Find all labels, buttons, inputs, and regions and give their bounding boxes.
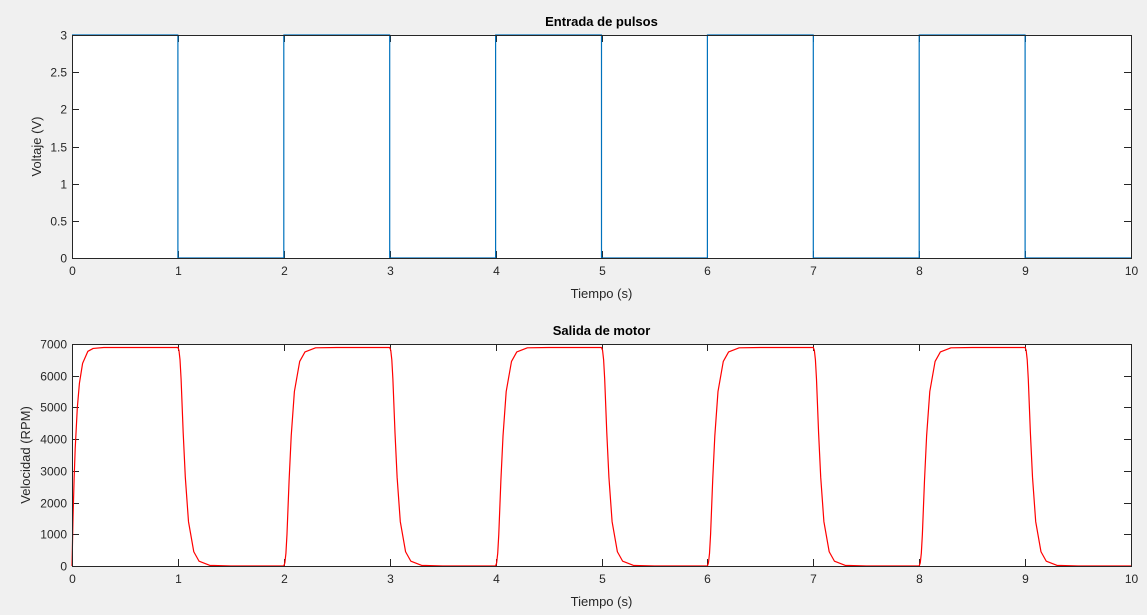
pulse-input-xtick-label: 9	[1022, 264, 1029, 278]
pulse-input-xtick-label: 3	[387, 264, 394, 278]
pulse-input-frame	[72, 35, 1132, 259]
motor-output-xtick-label: 9	[1022, 572, 1029, 586]
pulse-input-xtick-label: 2	[281, 264, 288, 278]
motor-output-ylabel: Velocidad (RPM)	[18, 406, 33, 504]
motor-output-xtick-label: 7	[810, 572, 817, 586]
motor-output-xtick-label: 5	[599, 572, 606, 586]
pulse-input-ytick-label: 2	[60, 103, 67, 117]
pulse-input-xtick-label: 4	[493, 264, 500, 278]
motor-output-ytick-label: 7000	[40, 338, 67, 352]
motor-output-plot-area	[72, 344, 1132, 567]
motor-output-chart: Salida de motor Tiempo (s) Velocidad (RP…	[18, 323, 1138, 609]
pulse-input-xtick-label: 1	[175, 264, 182, 278]
pulse-input-ytick-label: 0.5	[50, 215, 67, 229]
motor-output-xtick-label: 2	[281, 572, 288, 586]
pulse-input-ylabel: Voltaje (V)	[29, 117, 44, 177]
motor-output-ytick-label: 5000	[40, 401, 67, 415]
pulse-input-xtick-label: 7	[810, 264, 817, 278]
motor-output-ytick-label: 6000	[40, 370, 67, 384]
pulse-input-xtick-label: 6	[704, 264, 711, 278]
pulse-input-ytick-label: 1	[60, 178, 67, 192]
motor-output-xtick-label: 10	[1125, 572, 1139, 586]
motor-output-xtick-label: 3	[387, 572, 394, 586]
pulse-input-xtick-label: 10	[1125, 264, 1139, 278]
motor-output-frame	[72, 344, 1132, 567]
motor-output-xlabel: Tiempo (s)	[571, 594, 633, 609]
pulse-input-xtick-label: 5	[599, 264, 606, 278]
motor-output-xtick-label: 1	[175, 572, 182, 586]
motor-output-xtick-label: 4	[493, 572, 500, 586]
motor-output-ytick-label: 3000	[40, 465, 67, 479]
pulse-input-ytick-label: 0	[60, 252, 67, 266]
pulse-input-chart: Entrada de pulsos Tiempo (s) Voltaje (V)…	[29, 14, 1138, 301]
pulse-input-ytick-label: 3	[60, 29, 67, 43]
motor-output-title: Salida de motor	[553, 323, 651, 338]
motor-output-ytick-label: 4000	[40, 433, 67, 447]
motor-output-ytick-label: 2000	[40, 497, 67, 511]
motor-output-series	[71, 346, 1131, 567]
motor-output-ytick-label: 1000	[40, 528, 67, 542]
pulse-input-series	[72, 34, 1131, 259]
motor-output-ticks: 0 1 2 3 4 5 6 7 8 9 10 0 1000 2000 3000 4000 5000 6000 700…	[40, 338, 1138, 587]
motor-output-xtick-label: 0	[69, 572, 76, 586]
pulse-input-xlabel: Tiempo (s)	[571, 286, 633, 301]
pulse-input-xtick-label: 8	[916, 264, 923, 278]
pulse-input-xtick-label: 0	[69, 264, 76, 278]
motor-output-series-line	[71, 346, 1131, 567]
pulse-input-ytick-label: 2.5	[50, 66, 67, 80]
pulse-input-series-line	[72, 34, 1131, 259]
motor-output-ytick-label: 0	[60, 560, 67, 574]
pulse-input-title: Entrada de pulsos	[545, 14, 658, 29]
pulse-input-ytick-label: 1.5	[50, 141, 67, 155]
motor-output-xtick-label: 8	[916, 572, 923, 586]
motor-output-xtick-label: 6	[704, 572, 711, 586]
